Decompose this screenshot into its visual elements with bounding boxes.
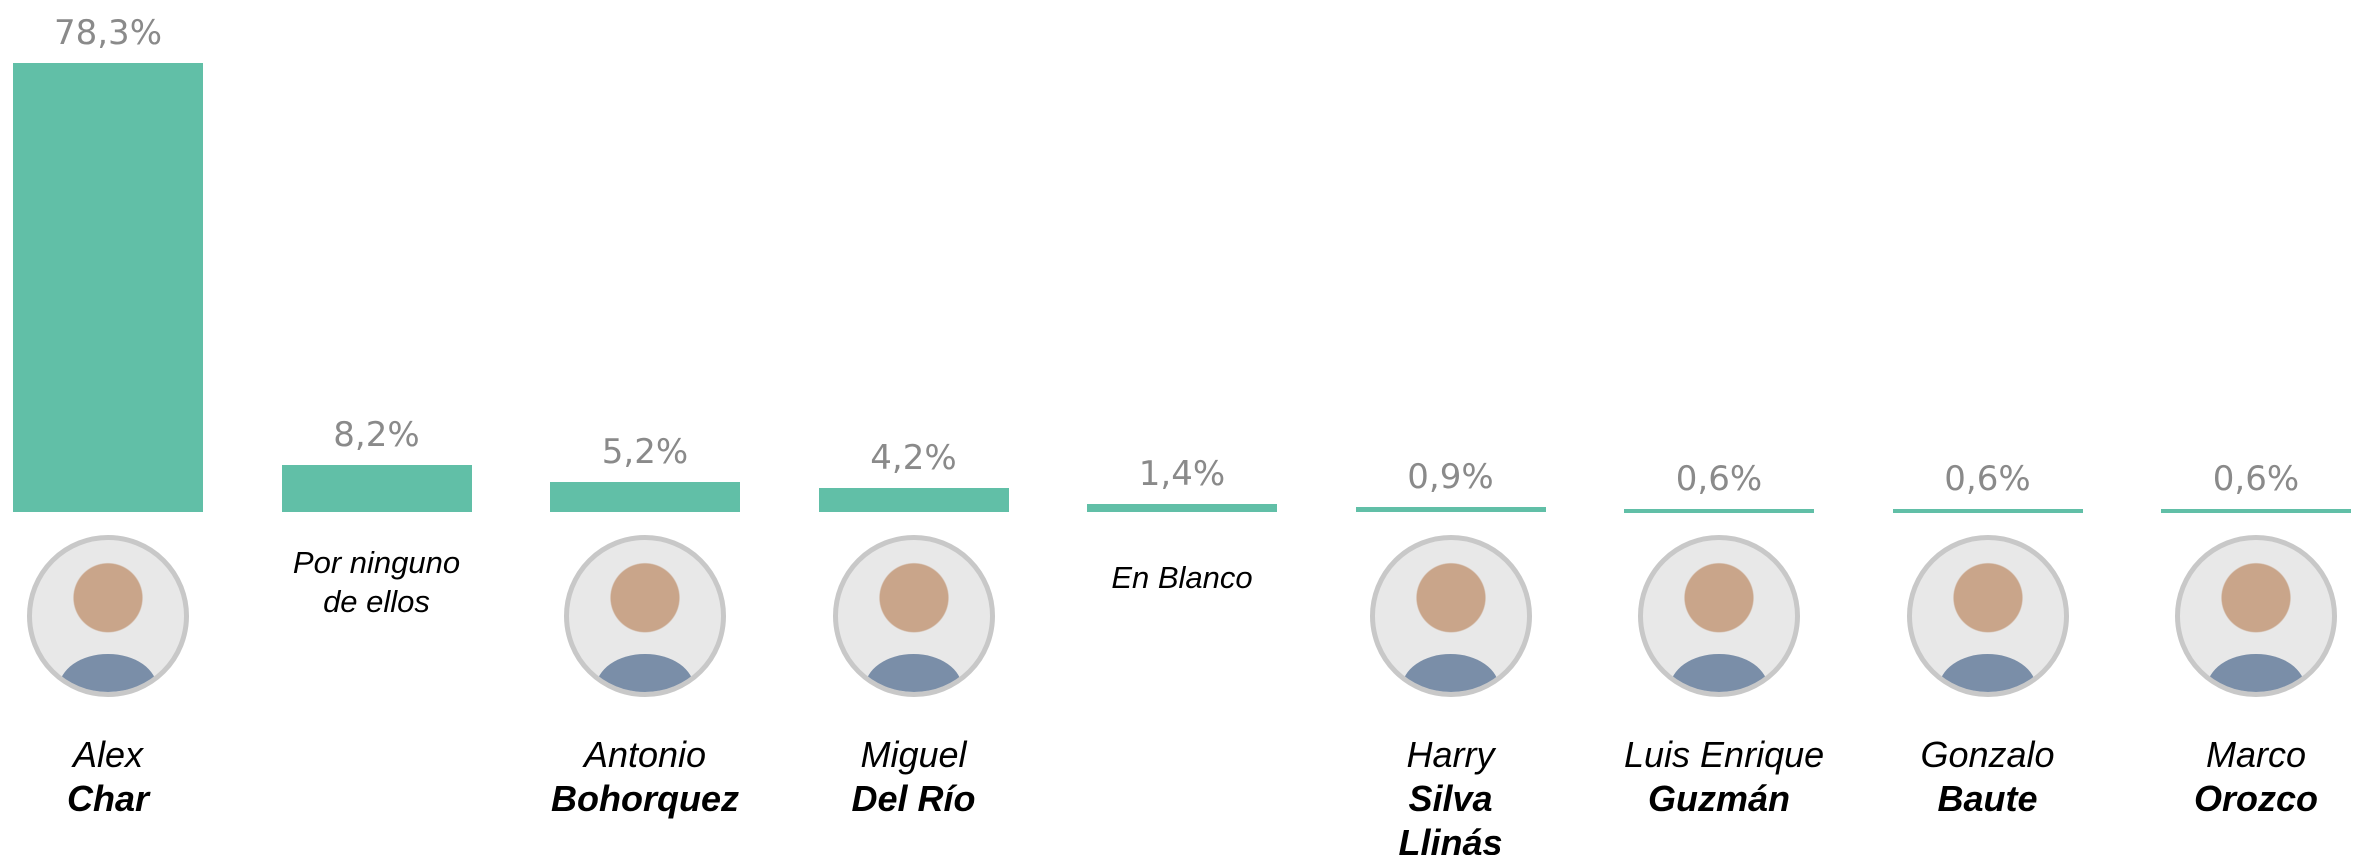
bar (1892, 508, 2083, 513)
value-label: 1,4% (1138, 453, 1226, 494)
option-name: Por ninguno de ellos (292, 545, 461, 619)
bar (1355, 506, 1546, 512)
value-label: 0,6% (2212, 458, 2300, 499)
bar (550, 482, 740, 512)
surname: Char (66, 778, 150, 819)
candidate-name: Antonio Bohorquez (550, 733, 740, 821)
candidate-photo (832, 535, 995, 697)
candidate-name: Miguel Del Río (819, 733, 1009, 821)
value-label: 0,6% (1944, 458, 2031, 499)
first-name: Alex (72, 734, 144, 775)
first-name: Marco (2205, 734, 2307, 775)
candidate-photo (564, 535, 726, 697)
surname: Guzmán (1647, 778, 1790, 819)
surname: Orozco (2193, 778, 2318, 819)
surname: Bohorquez (551, 778, 739, 819)
first-name: Gonzalo (1920, 734, 2055, 775)
surname: Silva Llinás (1398, 778, 1503, 855)
surname: Baute (1937, 778, 2038, 819)
candidate-photo (27, 535, 189, 697)
first-name: Luis Enrique (1624, 734, 1825, 775)
candidate-photo (2175, 535, 2337, 697)
candidate-name: Gonzalo Baute (1893, 733, 2083, 821)
bar (1087, 503, 1277, 512)
candidate-name: Luis Enrique Guzmán (1624, 733, 1825, 821)
bar (818, 487, 1009, 512)
bar (281, 464, 472, 512)
candidate-photo (1369, 535, 1532, 697)
value-label: 78,3% (53, 12, 162, 53)
first-name: Antonio (583, 734, 707, 775)
first-name: Harry (1406, 734, 1495, 775)
candidate-name: Harry Silva Llinás (1356, 733, 1546, 855)
surname: Del Río (851, 778, 976, 819)
value-label: 0,9% (1407, 456, 1494, 497)
bar (13, 62, 203, 512)
value-label: 0,6% (1675, 458, 1763, 499)
candidate-photo (1638, 535, 1800, 697)
value-label: 8,2% (333, 414, 420, 455)
value-label: 4,2% (870, 437, 957, 478)
bar (2161, 508, 2351, 513)
option-name: En Blanco (1111, 560, 1253, 595)
value-label: 5,2% (601, 432, 689, 473)
bar (1624, 508, 1814, 513)
candidate-photo (1906, 535, 2069, 697)
candidate-name: Marco Orozco (2161, 733, 2351, 821)
first-name: Miguel (860, 734, 967, 775)
candidate-name: Alex Char (13, 733, 203, 821)
